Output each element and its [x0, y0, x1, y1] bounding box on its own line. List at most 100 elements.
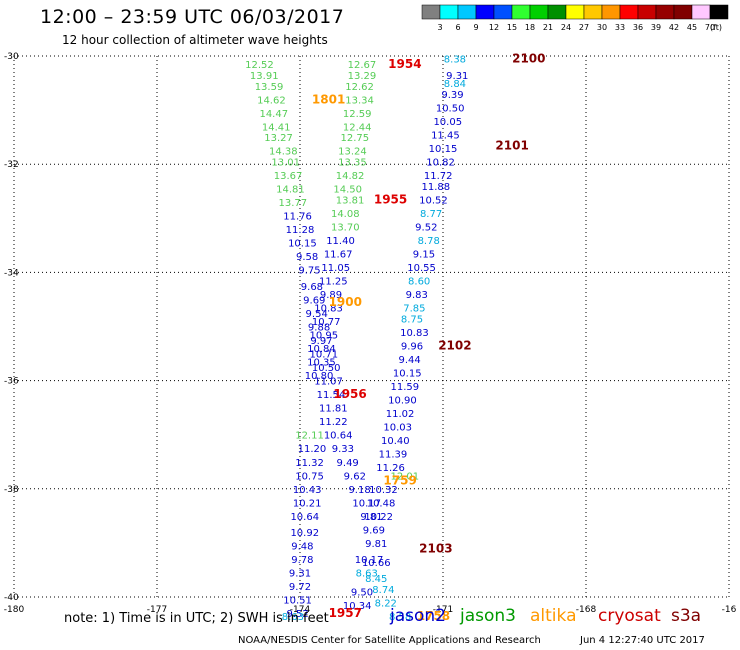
wave-height-label: 12.75: [340, 133, 369, 144]
wave-height-label: 10.15: [288, 239, 317, 250]
wave-height-label: 11.67: [324, 249, 353, 260]
colorbar-level-label: 3: [437, 23, 442, 32]
wave-height-label: 14.47: [259, 109, 288, 120]
wave-height-label: 10.50: [312, 363, 341, 374]
wave-height-label: 13.35: [338, 157, 367, 168]
wave-height-label: 10.82: [426, 157, 455, 168]
x-tick-label: -168: [576, 605, 597, 615]
x-tick-label: -177: [147, 605, 167, 615]
x-tick-label: -180: [4, 605, 25, 615]
wave-height-label: 9.97: [310, 336, 332, 347]
wave-height-label: 11.25: [319, 277, 348, 288]
y-tick-label: -36: [4, 377, 19, 387]
colorbar-swatch: [439, 4, 459, 20]
wave-height-label: 10.84: [307, 344, 336, 355]
wave-height-label: 13.67: [274, 171, 303, 182]
wave-height-label: 9.31: [289, 569, 311, 580]
wave-height-label: 10.15: [429, 144, 458, 155]
wave-height-label: 11.05: [321, 263, 350, 274]
wave-height-label: 10.50: [436, 103, 465, 114]
colorbar-swatch: [655, 4, 675, 20]
colorbar-level-label: 24: [561, 23, 571, 32]
wave-height-label: 12.67: [348, 60, 377, 71]
wave-height-label: 10.77: [312, 317, 341, 328]
wave-height-label: 14.41: [262, 122, 291, 133]
pass-time-label: 1956: [333, 387, 366, 401]
wave-height-label: 10.83: [400, 328, 429, 339]
wave-height-label: 10.92: [290, 528, 319, 539]
page-title: 12:00 – 23:59 UTC 06/03/2017: [40, 6, 345, 28]
wave-height-label: 9.15: [413, 249, 435, 260]
wave-height-label: 10.05: [433, 117, 462, 128]
wave-height-label: 10.43: [293, 485, 322, 496]
wave-height-label: 9.81: [360, 512, 382, 523]
wave-height-label: 10.80: [305, 371, 334, 382]
wave-height-label: 11.76: [283, 212, 312, 223]
wave-height-label: 8.38: [444, 55, 466, 66]
colorbar-swatch: [529, 4, 549, 20]
wave-height-label: 10.64: [290, 512, 319, 523]
colorbar: 3 6 9 12 15 18 21 24 27 30 33 36 39 42 45 70(ft): [421, 4, 729, 32]
wave-height-label: 8.84: [444, 79, 466, 90]
wave-height-label: 8.63: [356, 569, 378, 580]
colorbar-level-label: 12: [489, 23, 499, 32]
pass-time-label: 1954: [388, 57, 421, 71]
colorbar-swatch: [493, 4, 513, 20]
wave-height-label: 10.15: [393, 368, 422, 379]
wave-height-label: 7.85: [403, 304, 425, 315]
wave-height-label: 10.75: [295, 471, 324, 482]
wave-height-label: 13.34: [345, 95, 374, 106]
wave-height-label: 13.91: [250, 71, 279, 82]
wave-height-label: 11.88: [422, 182, 451, 193]
wave-height-label: 9.69: [303, 295, 325, 306]
footer-note: note: 1) Time is in UTC; 2) SWH is in fe…: [64, 611, 329, 626]
colorbar-level-label: 6: [455, 23, 460, 32]
pass-time-label: 2101: [495, 138, 528, 152]
colorbar-level-label: 30: [597, 23, 607, 32]
wave-height-label: 8.75: [401, 314, 423, 325]
wave-height-label: 13.01: [271, 157, 300, 168]
wave-height-label: 11.07: [314, 377, 343, 388]
wave-height-label: 10.52: [419, 195, 448, 206]
colorbar-level-label: 42: [669, 23, 679, 32]
wave-height-label: 11.39: [379, 450, 408, 461]
wave-height-label: 9.52: [286, 609, 308, 620]
colorbar-level-label: 18: [525, 23, 535, 32]
y-tick-label: -30: [4, 52, 19, 62]
wave-height-label: 9.68: [301, 282, 323, 293]
wave-height-label: 14.81: [276, 185, 305, 196]
wave-height-label: 10.64: [324, 431, 353, 442]
wave-height-label: 10.35: [307, 358, 336, 369]
colorbar-level-label: 27: [579, 23, 589, 32]
footer-credit: NOAA/NESDIS Center for Satellite Applica…: [238, 635, 541, 646]
wave-height-label: 14.08: [331, 209, 360, 220]
legend-s3a: s3a: [671, 606, 702, 626]
wave-height-label: 9.54: [306, 309, 328, 320]
wave-height-label: 12.44: [343, 122, 372, 133]
colorbar-swatch: [709, 4, 729, 20]
axis-ticks: -180 -177 -174 -171 -168 -16 -30 -32 -34 -36 -38 -4…: [4, 52, 737, 615]
wave-height-label: 11.28: [286, 225, 315, 236]
pass-time-label: 1900: [329, 295, 362, 309]
wave-height-label: 11.22: [319, 417, 348, 428]
colorbar-swatch: [619, 4, 639, 20]
legend-altika: altika: [530, 606, 577, 626]
colorbar-level-label: 45: [687, 23, 697, 32]
wave-height-label: 10.55: [407, 263, 436, 274]
wave-height-label: 13.59: [255, 82, 284, 93]
wave-height-label: 14.38: [269, 147, 298, 158]
x-tick-label: -174: [290, 605, 311, 615]
wave-height-label: 12.62: [345, 82, 374, 93]
wave-height-label: 12.52: [245, 60, 274, 71]
wave-height-label: 13.24: [338, 147, 367, 158]
pass-time-label: 1955: [374, 192, 407, 206]
wave-height-label: 8.74: [372, 585, 394, 596]
pass-time-label: 2103: [419, 541, 452, 555]
wave-height-label: 13.29: [348, 71, 377, 82]
wave-height-label: 9.49: [337, 458, 359, 469]
colorbar-swatch: [457, 4, 477, 20]
y-tick-label: -38: [4, 485, 19, 495]
wave-height-label: 10.66: [362, 558, 391, 569]
